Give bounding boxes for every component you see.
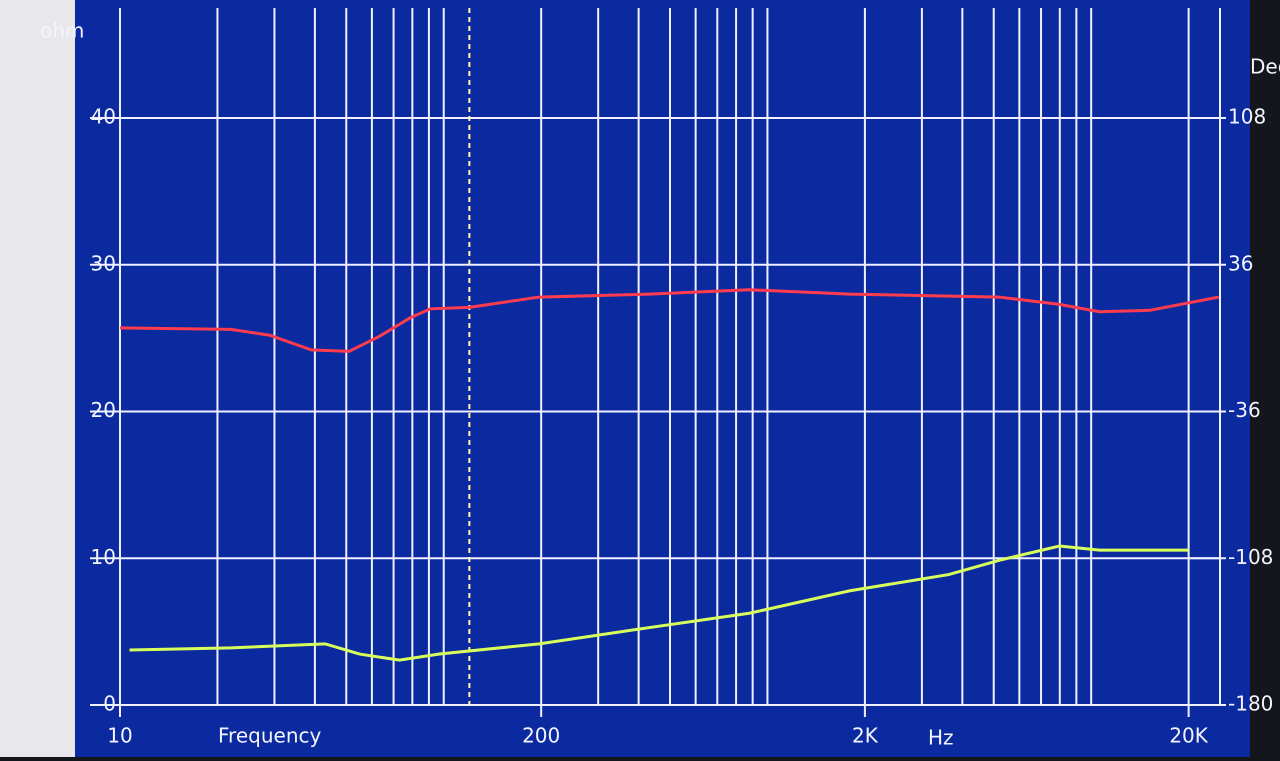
y2-tick-label: -36 xyxy=(1228,398,1261,422)
plot-background xyxy=(75,0,1250,757)
y2-tick-label: -108 xyxy=(1228,545,1273,569)
series-line xyxy=(129,544,1189,662)
y-tick-label: 10 xyxy=(91,545,116,569)
y2-tick-label: 108 xyxy=(1228,105,1266,129)
y-tick-label: 30 xyxy=(91,251,116,275)
x-axis-label: Frequency xyxy=(218,724,321,748)
x-tick-label: 200 xyxy=(522,724,560,748)
y-tick-label: 40 xyxy=(91,105,116,129)
y2-tick-label: -180 xyxy=(1228,692,1273,716)
bezel xyxy=(0,0,75,757)
x-tick-label: 2K xyxy=(852,724,879,748)
y2-axis-label: Deg xyxy=(1250,55,1280,79)
y-axis-label: ohm xyxy=(40,19,84,43)
y-tick-label: 20 xyxy=(91,398,116,422)
series-line xyxy=(119,288,1220,353)
x-tick-label: 20K xyxy=(1169,724,1208,748)
x-unit-label: Hz xyxy=(928,726,954,750)
y2-tick-label: 36 xyxy=(1228,251,1253,275)
x-tick-label: 10 xyxy=(107,724,132,748)
y-tick-label: 0 xyxy=(103,692,116,716)
